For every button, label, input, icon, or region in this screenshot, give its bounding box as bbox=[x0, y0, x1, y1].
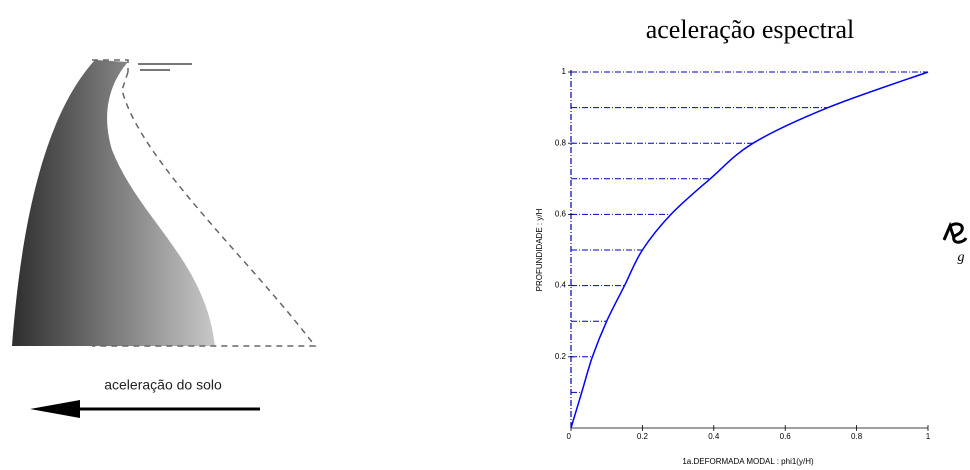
x-tick-label: 0.8 bbox=[851, 432, 863, 441]
dam-shape bbox=[12, 60, 215, 346]
y-axis-label: PROFUNDIDADE : y/H bbox=[535, 208, 544, 291]
diagram-label: aceleração do solo bbox=[104, 377, 222, 393]
plot: 0 0.2 0.4 0.6 0.8 1 0.2 0.4 0.6 0.8 1 bbox=[555, 67, 931, 441]
arrow-head bbox=[30, 400, 80, 418]
dashed-outline bbox=[92, 59, 317, 347]
y-tick-label: 0.8 bbox=[555, 138, 567, 147]
dam-diagram: aceleração do solo bbox=[12, 59, 317, 418]
garbled-symbol bbox=[942, 221, 968, 244]
y-tick-label: 0.4 bbox=[555, 281, 567, 290]
y-tick-label: 0.6 bbox=[555, 210, 567, 219]
x-tick-label: 0.2 bbox=[637, 432, 649, 441]
side-symbol: g bbox=[958, 250, 965, 265]
x-axis-label: 1a.DEFORMADA MODAL : phi1(y/H) bbox=[682, 457, 814, 466]
x-tick-label: 0 bbox=[567, 432, 572, 441]
curve bbox=[570, 71, 929, 429]
y-tick-label: 1 bbox=[562, 67, 567, 76]
x-tick-label: 0.4 bbox=[708, 432, 720, 441]
chart-title: aceleração espectral bbox=[646, 15, 855, 44]
y-tick-label: 0.2 bbox=[555, 352, 567, 361]
x-tick-label: 0.6 bbox=[780, 432, 792, 441]
x-tick-label: 1 bbox=[926, 432, 931, 441]
